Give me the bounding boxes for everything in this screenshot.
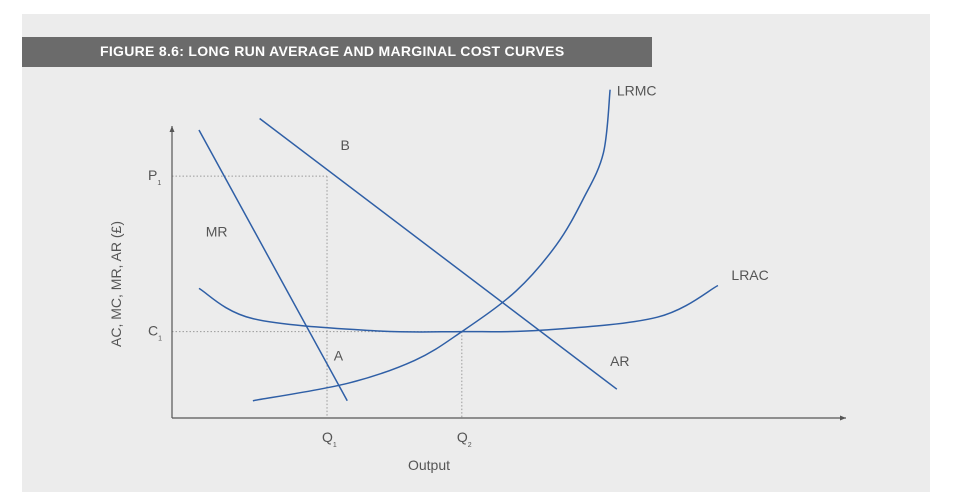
point-label-b: B xyxy=(341,137,350,153)
mr-curve xyxy=(198,129,348,402)
x-tick-subscript: 2 xyxy=(468,442,472,449)
title-bar xyxy=(22,37,652,67)
point-label-a: A xyxy=(334,347,344,363)
lrmc-label: LRMC xyxy=(617,82,657,98)
x-axis-label: Output xyxy=(408,457,450,473)
figure-panel xyxy=(22,14,930,492)
ar-curve xyxy=(259,117,618,390)
figure-title: FIGURE 8.6: LONG RUN AVERAGE AND MARGINA… xyxy=(100,43,565,59)
y-tick-subscript: 1 xyxy=(158,336,162,343)
y-axis-arrow xyxy=(169,126,175,132)
x-tick-q1: Q1 xyxy=(322,429,337,449)
x-tick-q2: Q2 xyxy=(457,429,472,449)
lrmc-curve xyxy=(252,89,611,402)
x-tick-subscript: 1 xyxy=(333,442,337,449)
y-tick-subscript: 1 xyxy=(157,180,161,187)
x-axis-arrow xyxy=(840,415,846,421)
lrac-curve xyxy=(198,284,719,333)
y-tick-c1: C1 xyxy=(148,323,162,343)
mr-label: MR xyxy=(206,224,228,240)
lrac-label: LRAC xyxy=(731,267,768,283)
ar-label: AR xyxy=(610,353,629,369)
y-tick-p1: P1 xyxy=(148,167,161,187)
y-axis-label: AC, MC, MR, AR (£) xyxy=(108,221,124,347)
